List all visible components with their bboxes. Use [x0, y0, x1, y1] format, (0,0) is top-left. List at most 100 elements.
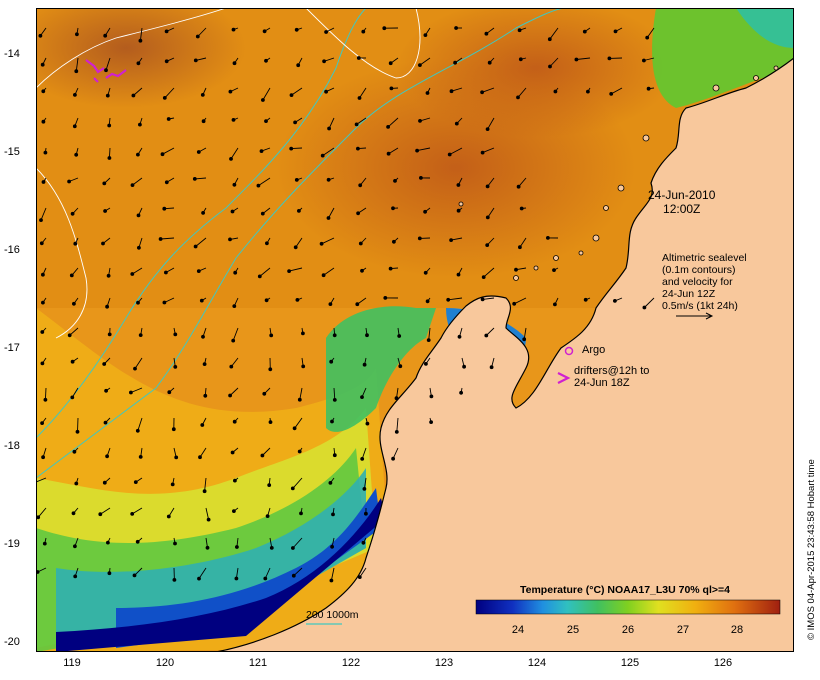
velocity-arrow	[482, 147, 495, 154]
velocity-arrow-head	[328, 481, 333, 485]
velocity-arrow-head	[485, 184, 490, 189]
velocity-arrow	[419, 57, 431, 66]
velocity-arrow-head	[394, 430, 399, 434]
velocity-arrow	[523, 327, 527, 340]
velocity-arrow	[37, 507, 47, 518]
velocity-arrow-head	[70, 359, 75, 364]
lat-label: -20	[4, 636, 20, 648]
velocity-arrow-head	[516, 184, 521, 189]
velocity-arrow	[481, 87, 495, 93]
velocity-arrow-head	[393, 179, 397, 183]
velocity-arrow-head	[232, 509, 236, 514]
velocity-arrow-head	[67, 333, 72, 338]
lat-label: -18	[4, 440, 20, 452]
contour-200m	[36, 8, 567, 479]
velocity-arrow-head	[193, 58, 198, 63]
velocity-arrow-head	[609, 92, 614, 96]
velocity-arrow-head	[356, 146, 360, 151]
velocity-arrow	[294, 417, 303, 429]
velocity-arrow-head	[397, 334, 402, 338]
velocity-arrow-head	[382, 26, 387, 31]
velocity-arrow-head	[41, 119, 46, 124]
velocity-arrow-head	[322, 59, 327, 64]
drifter-tracks	[85, 59, 127, 83]
velocity-arrow-head	[198, 455, 202, 460]
velocity-arrow-head	[173, 332, 178, 337]
velocity-arrow-head	[196, 150, 201, 154]
drifter-legend: drifters@12h to 24-Jun 18Z	[574, 365, 649, 389]
velocity-arrow-head	[40, 421, 44, 426]
velocity-arrow-head	[613, 299, 617, 303]
velocity-arrow-head	[102, 181, 107, 186]
velocity-arrow-head	[319, 241, 324, 246]
velocity-arrow-head	[332, 333, 337, 338]
velocity-arrow	[322, 147, 335, 156]
velocity-arrow-head	[206, 517, 211, 522]
velocity-arrow-head	[425, 91, 430, 95]
velocity-arrow-head	[454, 26, 459, 30]
credit-text: © IMOS 04-Apr-2015 23:43:58 Hobart time	[806, 459, 817, 640]
velocity-arrow-head	[173, 365, 178, 369]
velocity-arrow	[576, 57, 591, 60]
velocity-arrow-head	[200, 93, 205, 97]
lat-label: -19	[4, 538, 20, 550]
colorbar-tick: 28	[730, 624, 744, 636]
velocity-arrow-head	[173, 541, 177, 546]
velocity-arrow-head	[357, 575, 362, 579]
velocity-arrow-head	[329, 359, 334, 364]
velocity-arrow-head	[330, 544, 335, 549]
velocity-arrow-head	[642, 305, 647, 310]
velocity-arrow-head	[205, 545, 210, 550]
velocity-arrow-head	[136, 213, 141, 218]
velocity-arrow-head	[133, 366, 137, 371]
velocity-arrow-head	[518, 57, 523, 62]
velocity-arrow	[359, 87, 367, 99]
lat-label: -14	[4, 48, 20, 60]
contour-1000m	[36, 8, 367, 439]
velocity-arrow-head	[487, 60, 492, 65]
velocity-arrow-head	[102, 480, 107, 485]
velocity-arrow	[514, 297, 527, 305]
velocity-arrow-head	[138, 38, 143, 43]
velocity-arrow-head	[130, 272, 135, 276]
velocity-arrow-head	[107, 156, 112, 160]
timestamp: 24-Jun-2010 12:00Z	[648, 188, 715, 216]
velocity-arrow-head	[38, 33, 43, 38]
sealevel-contour-1	[36, 167, 88, 339]
lon-label: 123	[434, 657, 454, 669]
velocity-arrow-head	[42, 541, 47, 546]
velocity-arrow-head	[264, 298, 269, 303]
velocity-arrow-head	[293, 120, 298, 125]
velocity-arrow-head	[358, 241, 363, 246]
velocity-arrow-head	[193, 244, 198, 249]
velocity-arrow-head	[398, 364, 403, 369]
velocity-arrow-head	[388, 266, 393, 271]
sst-map	[36, 8, 794, 652]
velocity-arrow-head	[293, 245, 298, 250]
velocity-arrow-head	[39, 218, 43, 223]
sealevel-line: and velocity for	[662, 276, 733, 288]
velocity-arrow-head	[107, 571, 112, 576]
velocity-arrow-head	[256, 183, 261, 188]
velocity-arrow-head	[233, 478, 237, 483]
velocity-arrow-head	[231, 27, 236, 32]
velocity-arrow-head	[489, 365, 494, 370]
velocity-arrow-head	[297, 449, 302, 454]
velocity-arrow	[198, 567, 207, 579]
velocity-arrow-head	[41, 272, 45, 277]
sealevel-contour-2	[36, 8, 227, 89]
velocity-arrow-head	[102, 362, 107, 366]
velocity-arrow-head	[268, 420, 273, 425]
velocity-arrow	[232, 327, 239, 341]
velocity-arrow-head	[137, 245, 141, 250]
velocity-arrow-head	[356, 211, 361, 216]
velocity-arrow-head	[357, 96, 362, 100]
velocity-arrow-head	[41, 455, 45, 460]
lon-label: 126	[713, 657, 733, 669]
time-text: 12:00Z	[663, 202, 701, 216]
velocity-arrow-head	[72, 449, 77, 454]
velocity-arrow	[387, 117, 399, 128]
velocity-arrow-head	[167, 390, 172, 395]
velocity-arrow-head	[231, 118, 236, 122]
velocity-arrow-head	[192, 177, 197, 181]
